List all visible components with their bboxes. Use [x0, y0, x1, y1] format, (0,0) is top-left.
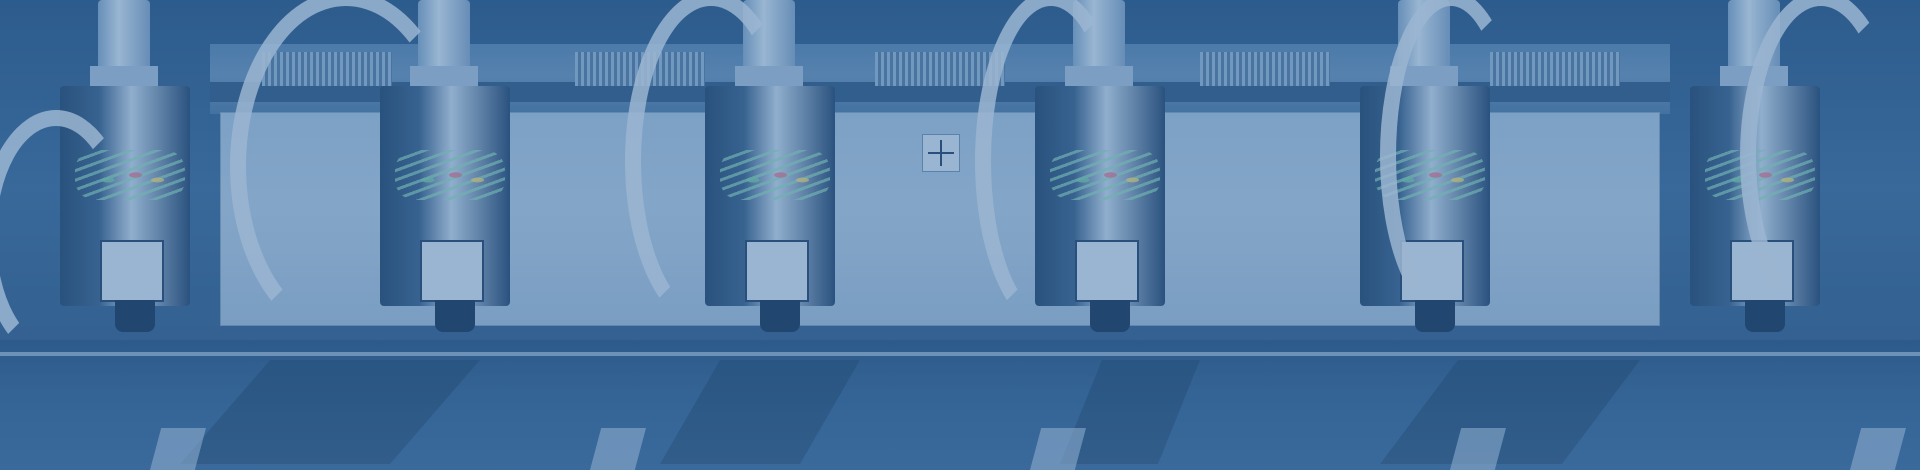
- rail-vent: [1200, 52, 1330, 86]
- machine-head-1: [0, 0, 230, 335]
- floor-marker: [1850, 428, 1906, 470]
- floor-marker: [1030, 428, 1086, 470]
- floor-marker: [1450, 428, 1506, 470]
- machine-head-2: [230, 0, 550, 342]
- gantry-rail-shadow: [210, 82, 1670, 102]
- crosshair-target-icon: [922, 134, 960, 172]
- table-edge-line: [0, 352, 1920, 356]
- machine-head-5: [1320, 0, 1530, 335]
- machine-head-6: [1650, 0, 1902, 335]
- machine-head-4: [975, 0, 1205, 335]
